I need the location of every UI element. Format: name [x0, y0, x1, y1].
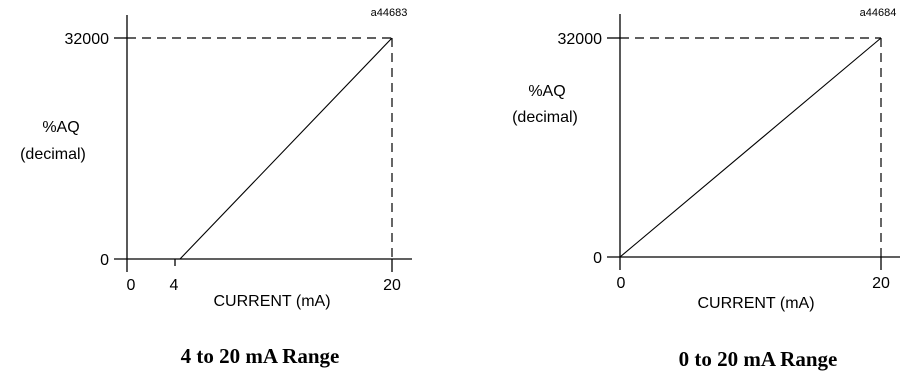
chart0-y-tick-label-32000: 32000 [65, 31, 110, 48]
chart1-figure-id: a44684 [860, 7, 897, 19]
chart1-x-tick-label-0: 0 [617, 275, 626, 292]
chart-4-to-20-ma: a44683 32000 0 %AQ (decimal) 0 4 20 CURR… [20, 7, 412, 368]
chart0-x-tick-label-4: 4 [170, 277, 179, 294]
chart1-ylabel-line2: (decimal) [512, 109, 578, 126]
chart0-x-tick-label-20: 20 [383, 277, 401, 294]
chart0-x-tick-label-0: 0 [127, 277, 136, 294]
chart0-figure-id: a44683 [371, 7, 408, 19]
chart1-x-tick-label-20: 20 [872, 275, 890, 292]
chart0-series-line [179, 37, 393, 260]
chart0-y-tick-label-0: 0 [100, 252, 109, 269]
chart1-series-line [619, 37, 882, 258]
chart0-caption: 4 to 20 mA Range [181, 344, 340, 368]
chart0-ylabel-line2: (decimal) [20, 146, 86, 163]
chart1-y-tick-label-0: 0 [593, 250, 602, 267]
chart1-caption: 0 to 20 mA Range [679, 347, 838, 371]
chart1-ylabel-line1: %AQ [528, 83, 565, 100]
chart-0-to-20-ma: a44684 32000 0 %AQ (decimal) 0 20 CURREN… [512, 7, 900, 371]
chart0-ylabel-line1: %AQ [42, 119, 79, 136]
chart1-y-tick-label-32000: 32000 [558, 31, 603, 48]
chart1-xlabel: CURRENT (mA) [697, 295, 814, 312]
chart0-xlabel: CURRENT (mA) [213, 293, 330, 310]
